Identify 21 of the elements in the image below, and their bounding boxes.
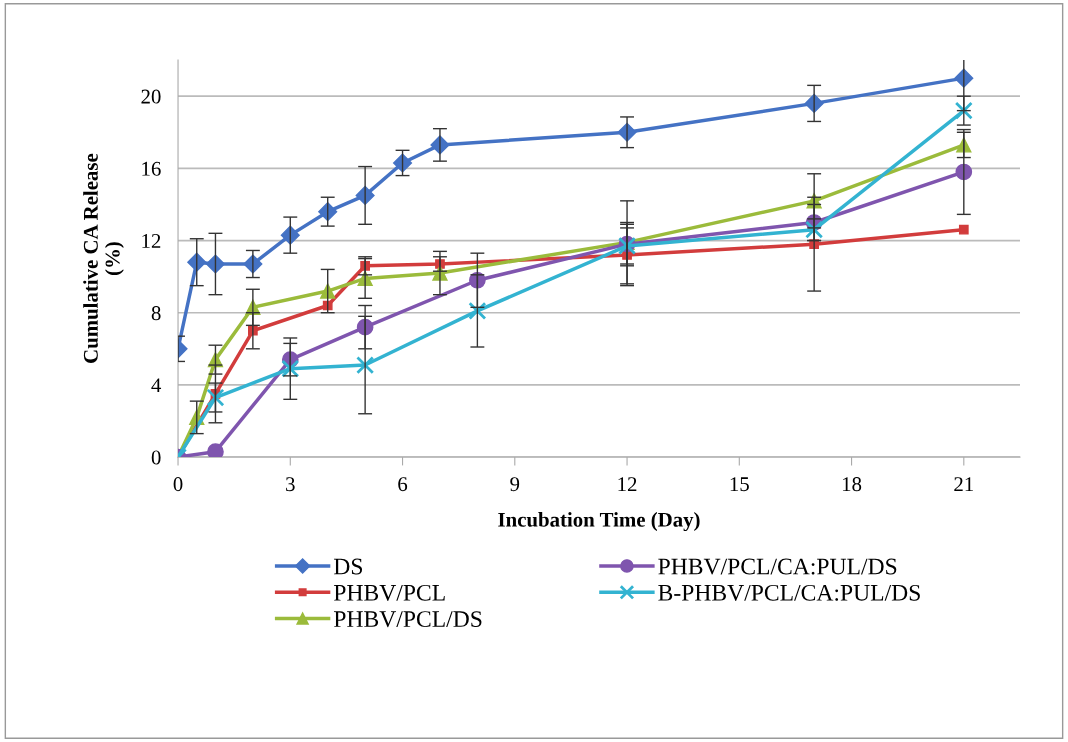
y-tick-label: 4	[151, 378, 162, 393]
x-tick-label: 6	[398, 477, 408, 492]
x-tick-label: 0	[173, 477, 183, 492]
legend-label: DS	[333, 558, 363, 575]
y-tick-label: 8	[151, 306, 161, 321]
y-tick-label: 20	[141, 89, 161, 104]
x-tick-label: 9	[510, 477, 520, 492]
y-tick-label: 12	[142, 233, 161, 248]
x-tick-label: 3	[286, 477, 295, 492]
y-axis-title: Cumulative CA Release (%)	[83, 153, 124, 363]
legend-label: PHBV/PCL/CA:PUL/DS	[658, 558, 897, 575]
y-tick-label: 0	[151, 450, 161, 465]
x-tick-label: 18	[842, 477, 862, 492]
x-tick-label: 12	[618, 477, 637, 491]
y-tick-label: 16	[142, 161, 161, 176]
legend-label: B-PHBV/PCL/CA:PUL/DS	[658, 584, 920, 601]
x-tick-label: 21	[954, 477, 973, 491]
x-tick-label: 15	[730, 477, 749, 492]
legend-label: PHBV/PCL	[333, 584, 445, 601]
x-axis-title: Incubation Time (Day)	[498, 512, 700, 532]
legend-label: PHBV/PCL/DS	[333, 611, 482, 628]
